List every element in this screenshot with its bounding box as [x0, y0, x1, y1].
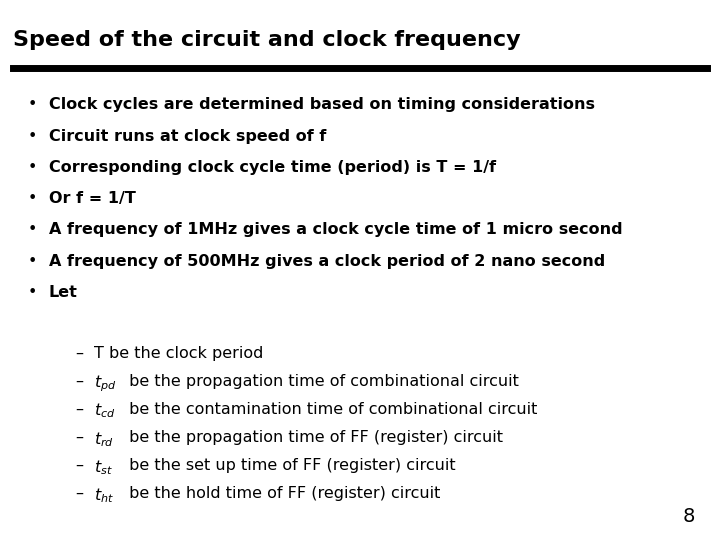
Text: $t_{rd}$: $t_{rd}$: [94, 430, 114, 449]
Text: •: •: [27, 129, 37, 144]
Text: 8: 8: [683, 508, 695, 526]
Text: •: •: [27, 191, 37, 206]
Text: •: •: [27, 254, 37, 269]
Text: A frequency of 500MHz gives a clock period of 2 nano second: A frequency of 500MHz gives a clock peri…: [49, 254, 606, 269]
Text: Circuit runs at clock speed of f: Circuit runs at clock speed of f: [49, 129, 326, 144]
Text: Speed of the circuit and clock frequency: Speed of the circuit and clock frequency: [13, 30, 521, 50]
Text: be the contamination time of combinational circuit: be the contamination time of combination…: [124, 402, 537, 417]
Text: be the propagation time of FF (register) circuit: be the propagation time of FF (register)…: [124, 430, 503, 445]
Text: $t_{pd}$: $t_{pd}$: [94, 374, 116, 394]
Text: –: –: [76, 486, 84, 501]
Text: •: •: [27, 285, 37, 300]
Text: be the set up time of FF (register) circuit: be the set up time of FF (register) circ…: [124, 458, 456, 473]
Text: Let: Let: [49, 285, 78, 300]
Text: A frequency of 1MHz gives a clock cycle time of 1 micro second: A frequency of 1MHz gives a clock cycle …: [49, 222, 623, 238]
Text: be the hold time of FF (register) circuit: be the hold time of FF (register) circui…: [124, 486, 440, 501]
Text: Or f = 1/T: Or f = 1/T: [49, 191, 136, 206]
Text: –: –: [76, 346, 84, 361]
Text: –: –: [76, 430, 84, 445]
Text: –: –: [76, 374, 84, 389]
Text: be the propagation time of combinational circuit: be the propagation time of combinational…: [124, 374, 518, 389]
Text: $t_{ht}$: $t_{ht}$: [94, 486, 114, 505]
Text: Clock cycles are determined based on timing considerations: Clock cycles are determined based on tim…: [49, 97, 595, 112]
Text: •: •: [27, 222, 37, 238]
Text: T be the clock period: T be the clock period: [94, 346, 263, 361]
Text: –: –: [76, 402, 84, 417]
Text: •: •: [27, 97, 37, 112]
Text: –: –: [76, 458, 84, 473]
Text: $t_{st}$: $t_{st}$: [94, 458, 112, 477]
Text: •: •: [27, 160, 37, 175]
Text: $t_{cd}$: $t_{cd}$: [94, 402, 115, 421]
Text: Corresponding clock cycle time (period) is T = 1/f: Corresponding clock cycle time (period) …: [49, 160, 496, 175]
